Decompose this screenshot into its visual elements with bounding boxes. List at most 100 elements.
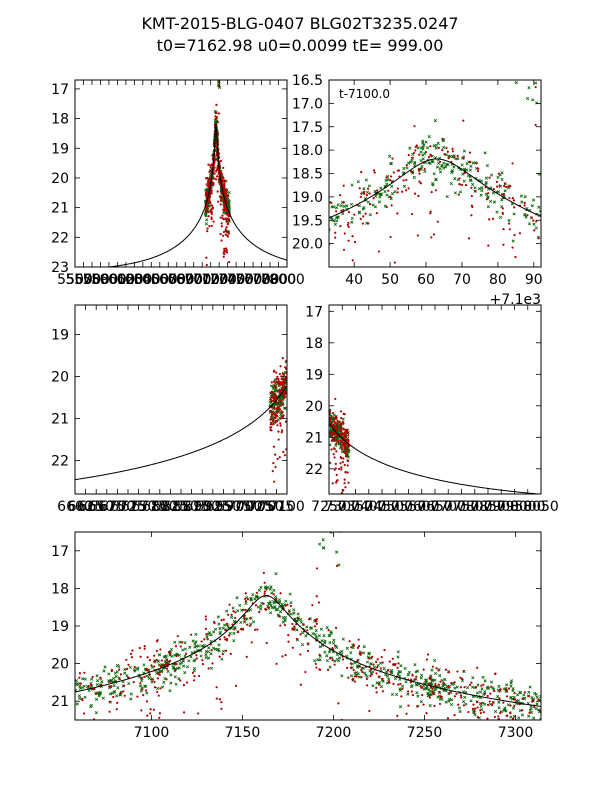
- data-point-green: [238, 603, 242, 608]
- data-point-green: [150, 680, 154, 684]
- data-point-red: [360, 669, 363, 672]
- data-point-red: [278, 408, 282, 411]
- data-point-red: [339, 416, 343, 420]
- data-point-green: [458, 190, 463, 194]
- data-point-red: [263, 590, 266, 593]
- data-point-red: [378, 675, 381, 678]
- data-point-red: [206, 181, 209, 184]
- data-point-red: [379, 667, 382, 670]
- data-point-green: [269, 603, 273, 607]
- data-point-red: [340, 518, 342, 520]
- data-point-red: [227, 194, 230, 197]
- data-point-green: [333, 659, 337, 663]
- data-point-red: [333, 436, 336, 439]
- data-point-green: [177, 653, 181, 657]
- data-point-red: [205, 183, 208, 186]
- data-point-red: [291, 646, 294, 649]
- data-point-red: [182, 684, 186, 687]
- data-point-green: [349, 202, 354, 206]
- data-point-red: [275, 380, 278, 384]
- data-point-green: [442, 145, 446, 150]
- data-point-red: [459, 183, 462, 186]
- data-point-red: [430, 191, 433, 194]
- data-point-green: [538, 698, 541, 702]
- data-point-red: [530, 700, 534, 703]
- data-point-red: [334, 278, 336, 280]
- data-point-red: [139, 682, 142, 685]
- data-point-red: [396, 212, 399, 215]
- data-point-red: [281, 403, 284, 406]
- x-tick-label-p3: 6825: [153, 499, 189, 515]
- data-point-red: [453, 156, 456, 159]
- data-point-red: [489, 741, 491, 743]
- data-point-green: [129, 697, 133, 701]
- data-point-green: [453, 686, 457, 690]
- data-point-red: [509, 704, 512, 707]
- data-point-red: [341, 439, 344, 443]
- data-point-green: [446, 163, 450, 167]
- data-point-green: [419, 146, 423, 150]
- y-tick-label-p4: 19: [305, 367, 323, 383]
- data-point-green: [528, 685, 532, 689]
- data-point-red: [459, 676, 462, 679]
- data-point-red: [457, 703, 460, 706]
- data-point-red: [227, 613, 230, 616]
- data-point-green: [100, 680, 104, 684]
- data-point-red: [280, 410, 283, 413]
- data-point-red: [219, 197, 223, 200]
- data-point-red: [446, 150, 449, 153]
- data-point-red: [340, 468, 343, 471]
- data-point-green: [483, 679, 487, 683]
- data-point-green: [328, 633, 332, 637]
- data-point-red: [393, 261, 396, 264]
- data-point-green: [350, 220, 354, 224]
- data-point-green: [420, 164, 424, 168]
- data-point-green: [350, 216, 354, 221]
- data-point-red: [498, 697, 501, 700]
- data-point-red: [334, 626, 338, 630]
- data-point-red: [367, 222, 370, 225]
- data-point-red: [179, 679, 182, 682]
- data-point-green: [435, 165, 440, 169]
- data-point-green: [318, 542, 322, 546]
- data-point-red: [474, 686, 478, 689]
- data-point-red: [360, 192, 363, 195]
- data-point-green: [532, 716, 536, 720]
- data-point-red: [281, 385, 285, 388]
- data-point-red: [132, 681, 135, 684]
- data-point-red: [455, 692, 458, 695]
- x-tick-label-p3: 6775: [131, 499, 167, 515]
- data-point-green: [341, 417, 345, 421]
- y-tick-label-p3: 19: [51, 327, 69, 343]
- data-point-green: [314, 635, 318, 639]
- data-point-red: [359, 217, 362, 220]
- data-point-green: [438, 170, 443, 174]
- data-point-green: [403, 666, 407, 670]
- data-point-red: [133, 665, 136, 669]
- data-point-red: [226, 222, 230, 225]
- data-point-green: [187, 659, 191, 663]
- data-point-red: [493, 672, 497, 676]
- data-point-red: [267, 606, 270, 609]
- data-point-red: [246, 623, 249, 626]
- data-point-red: [533, 752, 535, 754]
- data-point-red: [236, 630, 240, 634]
- data-point-red: [271, 423, 274, 426]
- data-point-red: [307, 642, 310, 645]
- data-point-red: [401, 687, 404, 690]
- data-point-red: [513, 704, 516, 707]
- data-point-red: [108, 700, 111, 703]
- data-point-red: [416, 705, 419, 708]
- data-point-red: [119, 673, 122, 676]
- data-point-red: [470, 214, 473, 217]
- data-point-red: [149, 712, 152, 715]
- data-point-red: [425, 658, 429, 661]
- data-point-red: [209, 166, 212, 169]
- data-point-red: [493, 715, 497, 719]
- data-point-red: [142, 694, 145, 697]
- data-point-red: [470, 204, 473, 207]
- data-point-green: [123, 667, 127, 672]
- data-point-red: [122, 684, 126, 687]
- data-point-red: [329, 410, 332, 413]
- data-point-red: [218, 195, 222, 198]
